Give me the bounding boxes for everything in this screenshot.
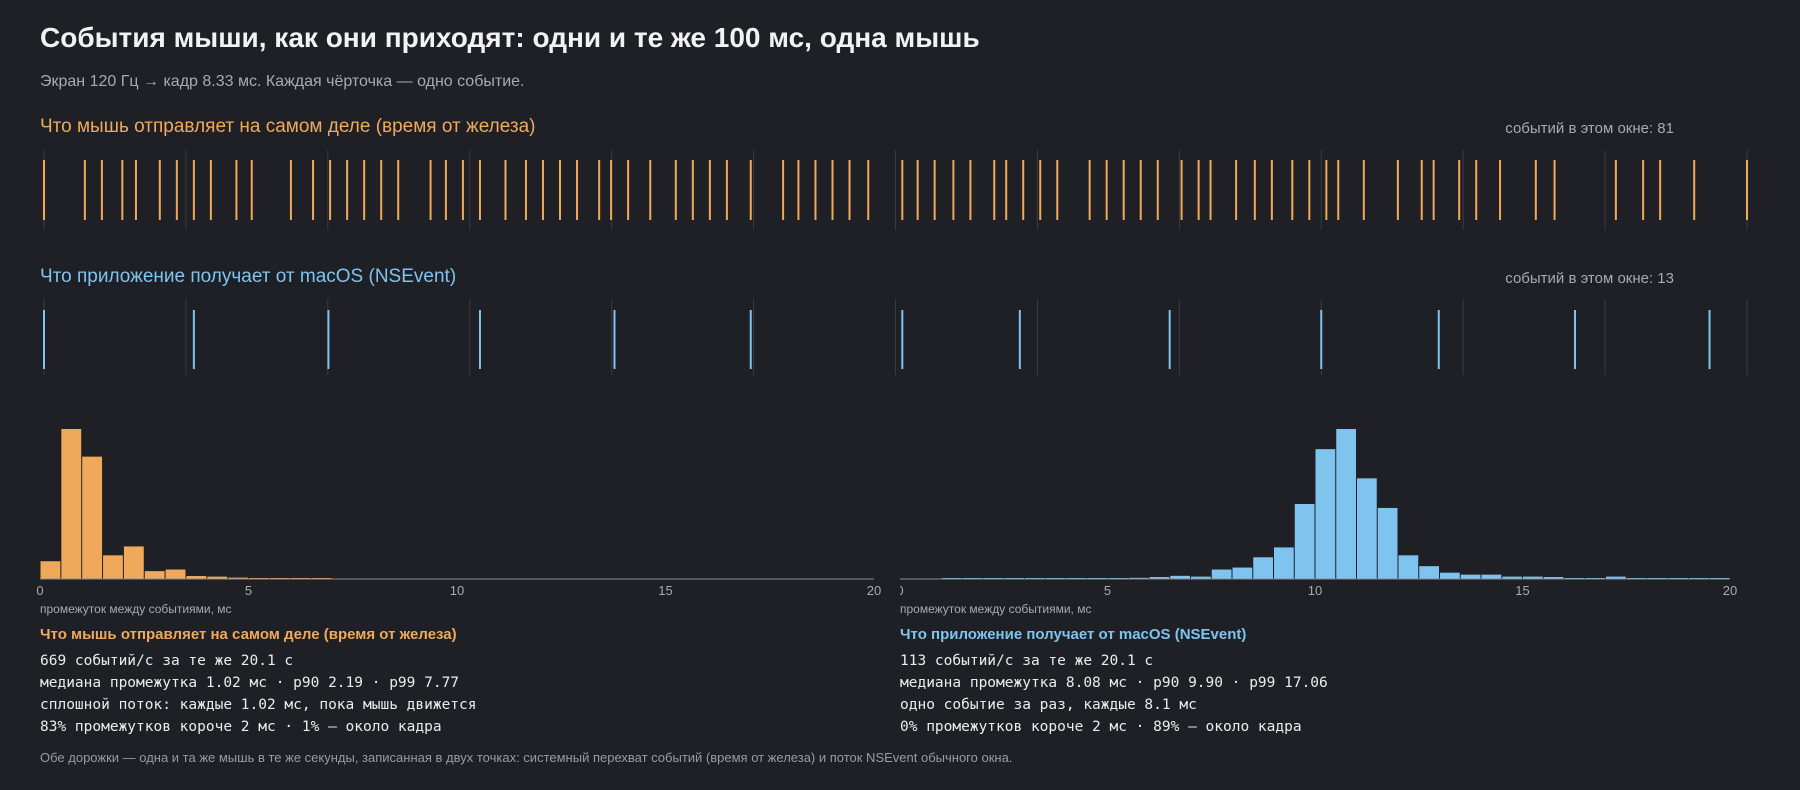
- footnote: Обе дорожки — одна и та же мышь в те же …: [40, 750, 1013, 765]
- histogram-bar: [1357, 478, 1377, 579]
- histogram-bar: [1211, 569, 1232, 579]
- histogram-bar: [144, 571, 165, 579]
- hardware-interval-histogram: 0 5 10 15 20 промежуток между событиями,…: [36, 429, 881, 616]
- histogram-bar: [1191, 576, 1211, 579]
- tick-label-20: 20: [867, 583, 881, 598]
- histogram-bar: [40, 561, 61, 579]
- histogram-bar: [82, 456, 103, 579]
- histogram-bar: [1377, 507, 1398, 579]
- tick-label-0: 0: [36, 583, 43, 598]
- histogram-bar: [1419, 566, 1439, 579]
- histogram-bar: [1398, 555, 1419, 579]
- histogram-bar: [1294, 504, 1315, 579]
- x-axis-label: промежуток между событиями, мс: [40, 602, 231, 616]
- nsevent-stats-share: 0% промежутков короче 2 мс · 89% — около…: [900, 719, 1302, 735]
- tick-label-5: 5: [1104, 583, 1111, 598]
- tick-label-10: 10: [1308, 583, 1322, 598]
- histogram-bar: [1253, 557, 1273, 579]
- histogram-bar: [1170, 575, 1190, 579]
- histogram-bar: [1481, 574, 1502, 579]
- nsevent-stats-pattern: одно событие за раз, каждые 8.1 мс: [900, 697, 1197, 713]
- hardware-stats-title: Что мышь отправляет на самом деле (время…: [40, 626, 457, 643]
- histogram-bar: [61, 429, 82, 579]
- page-title: События мыши, как они приходят: одни и т…: [40, 22, 980, 53]
- histogram-bar: [1149, 577, 1170, 579]
- nsevent-event-timeline: [43, 299, 1748, 375]
- nsevent-stats-median: медиана промежутка 8.08 мс · p90 9.90 · …: [900, 675, 1328, 691]
- histogram-bar: [1274, 547, 1294, 579]
- nsevent-lane-count: событий в этом окне: 13: [1505, 270, 1674, 287]
- histogram-bar: [186, 576, 207, 579]
- tick-label-20: 20: [1723, 583, 1737, 598]
- hardware-stats-median: медиана промежутка 1.02 мс · p90 2.19 · …: [40, 675, 460, 691]
- histogram-bar: [1336, 429, 1356, 579]
- hardware-lane-count: событий в этом окне: 81: [1505, 120, 1674, 137]
- histogram-bar: [165, 569, 186, 579]
- histogram-bar: [1543, 577, 1564, 579]
- tick-label-10: 10: [450, 583, 464, 598]
- histogram-bar: [1128, 577, 1149, 579]
- histogram-bar: [1315, 449, 1336, 579]
- histogram-bar: [1232, 567, 1253, 579]
- histogram-bar: [1440, 572, 1460, 579]
- histogram-bar: [1523, 576, 1543, 579]
- x-axis-label: промежуток между событиями, мс: [900, 602, 1091, 616]
- nsevent-interval-histogram: 0 5 10 15 20 промежуток между событиями,…: [900, 429, 1737, 616]
- histogram-bar: [1606, 576, 1626, 579]
- hardware-stats-rate: 669 событий/с за те же 20.1 с: [40, 653, 294, 669]
- tick-label-15: 15: [658, 583, 672, 598]
- hardware-event-timeline: [43, 150, 1748, 230]
- nsevent-stats-rate: 113 событий/с за те же 20.1 с: [900, 653, 1154, 669]
- histogram-bar: [207, 576, 228, 579]
- histogram-bar: [228, 577, 248, 579]
- tick-label-0: 0: [900, 583, 904, 598]
- nsevent-lane-title: Что приложение получает от macOS (NSEven…: [40, 266, 457, 287]
- histogram-bar: [1502, 576, 1522, 579]
- hardware-stats-share: 83% промежутков короче 2 мс · 1% — около…: [40, 719, 442, 735]
- histogram-bar: [1460, 574, 1481, 579]
- hardware-lane-title: Что мышь отправляет на самом деле (время…: [40, 116, 536, 137]
- tick-label-15: 15: [1515, 583, 1529, 598]
- nsevent-stats: Что приложение получает от macOS (NSEven…: [900, 626, 1328, 738]
- tick-label-5: 5: [245, 583, 252, 598]
- hardware-stats-pattern: сплошной поток: каждые 1.02 мс, пока мыш…: [40, 697, 477, 713]
- page-subtitle: Экран 120 Гц → кадр 8.33 мс. Каждая чёрт…: [40, 73, 525, 90]
- hardware-stats: Что мышь отправляет на самом деле (время…: [40, 626, 477, 738]
- nsevent-stats-title: Что приложение получает от macOS (NSEven…: [900, 626, 1247, 643]
- histogram-bar: [103, 555, 123, 579]
- histogram-bar: [123, 546, 144, 579]
